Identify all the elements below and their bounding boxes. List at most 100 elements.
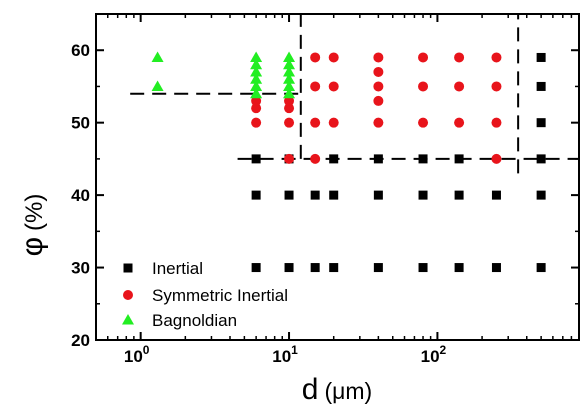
triangle-point <box>250 87 263 99</box>
data-points <box>151 51 546 273</box>
circle-point <box>491 117 502 128</box>
circle-point <box>418 117 429 128</box>
plot-frame <box>95 13 580 341</box>
circle-point <box>310 52 321 63</box>
y-tick-label: 50 <box>71 114 90 133</box>
x-tick-label: 101 <box>272 343 298 366</box>
circle-point <box>284 103 295 114</box>
circle-point <box>373 117 384 128</box>
circle-point <box>454 52 465 63</box>
triangle-point <box>250 65 263 77</box>
circle-point <box>491 81 502 92</box>
circle-point <box>251 117 262 128</box>
circle-point <box>454 81 465 92</box>
x-tick-label: 100 <box>124 343 150 366</box>
legend-circle-marker <box>123 290 133 300</box>
legend-item: Symmetric Inertial <box>123 286 288 305</box>
circle-point <box>454 117 465 128</box>
square-point <box>251 263 261 273</box>
triangle-point <box>283 87 296 99</box>
square-point <box>329 190 339 200</box>
triangle-point <box>250 73 263 84</box>
reference-lines <box>130 14 579 174</box>
legend-item: Inertial <box>123 259 203 278</box>
circle-point <box>328 52 339 63</box>
legend-triangle-marker <box>122 314 134 325</box>
circle-point <box>310 81 321 92</box>
circle-point <box>373 95 384 106</box>
legend-item: Bagnoldian <box>122 311 237 330</box>
circle-point <box>491 153 502 164</box>
square-point <box>491 263 501 273</box>
circle-point <box>251 103 262 114</box>
triangle-point <box>283 73 296 84</box>
square-point <box>310 190 320 200</box>
triangle-point <box>283 58 296 70</box>
legend-label: Bagnoldian <box>152 311 237 330</box>
circle-point <box>284 117 295 128</box>
square-point <box>418 154 428 164</box>
square-point <box>536 190 546 200</box>
y-tick-label: 60 <box>71 41 90 60</box>
square-point <box>418 263 428 273</box>
legend: Inertial Symmetric Inertial Bagnoldian <box>122 259 288 330</box>
x-axis-title-text: d (μm) <box>302 373 372 406</box>
series-square <box>251 52 546 273</box>
circle-point <box>310 153 321 164</box>
y-axis-symbol: φ <box>16 237 49 256</box>
triangle-point <box>151 51 164 62</box>
square-point <box>536 154 546 164</box>
square-point <box>251 154 261 164</box>
circle-point <box>284 95 295 106</box>
square-point <box>251 190 261 200</box>
circle-point <box>373 66 384 77</box>
square-point <box>329 154 339 164</box>
y-axis-title: φ (%) <box>16 194 49 257</box>
series-circle <box>251 52 502 164</box>
triangle-point <box>283 65 296 77</box>
circle-point <box>491 52 502 63</box>
square-point <box>284 263 294 273</box>
triangle-point <box>250 80 263 91</box>
circle-point <box>328 81 339 92</box>
y-axis-unit: (%) <box>21 194 48 231</box>
circle-point <box>373 81 384 92</box>
square-point <box>491 190 501 200</box>
y-tick-label: 30 <box>71 259 90 278</box>
triangle-point <box>151 80 164 91</box>
legend-square-marker <box>123 263 133 273</box>
circle-point <box>328 117 339 128</box>
circle-point <box>418 81 429 92</box>
legend-label: Symmetric Inertial <box>152 286 288 305</box>
square-point <box>536 81 546 91</box>
square-point <box>373 263 383 273</box>
y-axis-title-text: φ (%) <box>16 194 49 257</box>
square-point <box>284 190 294 200</box>
circle-point <box>373 52 384 63</box>
circle-point <box>418 52 429 63</box>
x-tick-label: 102 <box>421 343 447 366</box>
square-point <box>454 154 464 164</box>
square-point <box>310 263 320 273</box>
triangle-point <box>283 80 296 91</box>
triangle-point <box>250 51 263 62</box>
x-axis-title: d (μm) <box>302 373 372 406</box>
x-axis-symbol: d <box>302 373 319 406</box>
legend-label: Inertial <box>152 259 203 278</box>
square-point <box>536 263 546 273</box>
square-point <box>536 118 546 128</box>
square-point <box>454 190 464 200</box>
circle-point <box>251 95 262 106</box>
square-point <box>454 263 464 273</box>
triangle-point <box>283 51 296 62</box>
series-triangle <box>151 51 296 99</box>
square-point <box>373 154 383 164</box>
square-point <box>536 52 546 62</box>
square-point <box>418 190 428 200</box>
x-axis-unit: (μm) <box>324 378 372 404</box>
axis-ticks: 100 101 102 20 30 40 50 60 <box>71 14 580 366</box>
square-point <box>373 190 383 200</box>
circle-point <box>284 153 295 164</box>
y-tick-label: 20 <box>71 331 90 350</box>
